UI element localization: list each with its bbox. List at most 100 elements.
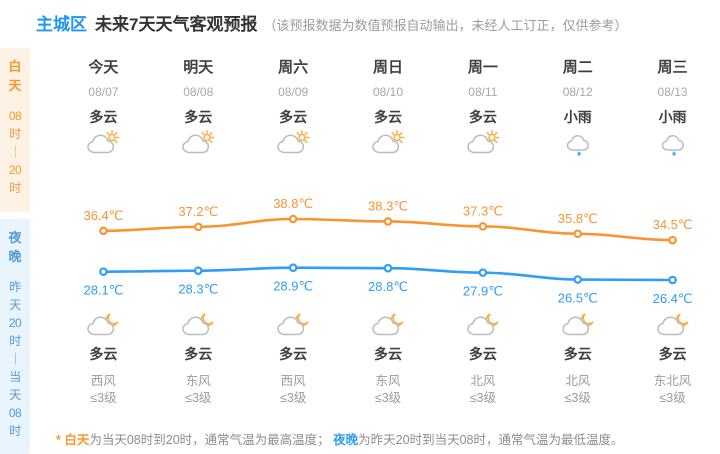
high-temp-label: 37.2℃: [178, 204, 218, 219]
cloud-sun-icon: [182, 130, 215, 154]
footnote-night-label: 夜晚: [333, 433, 359, 447]
cloud-moon-icon: [372, 313, 404, 336]
high-temp-label: 38.8℃: [273, 196, 313, 211]
footnote-night-text: 为昨天20时到当天08时，通常气温为最低温度。: [358, 433, 624, 447]
cloud-moon-icon: [277, 313, 309, 336]
high-temp-label: 37.3℃: [463, 203, 503, 218]
footnote: * 白天为当天08时到20时，通常气温为最高温度； 夜晚为昨天20时到当天08时…: [56, 429, 623, 448]
forecast-column-5: 周二 08/12 小雨: [530, 56, 625, 158]
forecast-column-3: 周日 08/10 多云: [341, 56, 436, 158]
temperature-chart: 36.4℃ 37.2℃ 38.8℃ 38.3℃ 37.3℃ 35.8℃ 34.5℃ 28.1℃…: [83, 196, 693, 306]
temperature-chart-area: 36.4℃ 37.2℃ 38.8℃ 38.3℃ 37.3℃ 35.8℃ 34.5℃ 28.1℃…: [56, 158, 720, 306]
night-weather-text: 多云: [373, 346, 402, 362]
high-temp-label: 38.3℃: [368, 198, 408, 213]
night-weather-text: 多云: [563, 346, 592, 362]
low-temp-label: 27.9℃: [463, 284, 503, 299]
forecast-column-0: 今天 08/07 多云: [56, 56, 151, 158]
cloud-moon-icon: [561, 313, 594, 336]
forecast-column-2: 周六 08/09 多云: [246, 56, 341, 158]
low-temp-label: 28.3℃: [178, 282, 218, 297]
high-temp-label: 35.8℃: [558, 211, 598, 226]
night-weather-text: 多云: [658, 346, 687, 362]
high-temp-point: [99, 226, 108, 236]
low-temp-label: 28.8℃: [368, 279, 408, 294]
footnote-star: *: [56, 433, 65, 447]
wind-level: ≤3级: [90, 391, 117, 405]
wind-level: ≤3级: [469, 391, 496, 405]
wind-level: ≤3级: [564, 391, 591, 405]
wind-direction: 东风: [375, 374, 401, 388]
night-column-5: 多云 北风 ≤3级: [530, 306, 625, 407]
high-temp-point: [573, 229, 583, 239]
night-label: 夜晚: [8, 230, 22, 264]
wind-direction: 北风: [565, 374, 591, 388]
wind-direction: 东风: [185, 374, 211, 388]
low-temp-point: [668, 275, 677, 285]
day-date: 08/08: [183, 85, 214, 99]
daytime-label: 白天: [8, 59, 22, 93]
footnote-day-label: 白天: [64, 433, 90, 447]
low-temp-point: [573, 275, 583, 284]
low-temp-point: [288, 263, 298, 273]
forecast-column-4: 周一 08/11 多云: [435, 56, 530, 158]
high-temp-point: [668, 235, 677, 245]
page-header: 主城区 未来7天天气客观预报 （该预报数据为数值预报自动输出，未经人工订正，仅供…: [36, 10, 627, 35]
day-name: 明天: [183, 59, 214, 76]
high-temp-label: 34.5℃: [653, 217, 693, 232]
cloud-rain-icon: [566, 134, 589, 157]
high-temp-point: [383, 217, 393, 226]
night-column-2: 多云 西风 ≤3级: [246, 306, 341, 407]
cloud-rain-icon: [661, 134, 684, 157]
day-date: 08/12: [562, 85, 593, 99]
wind-level: ≤3级: [185, 391, 212, 405]
day-weather-text: 小雨: [563, 109, 592, 125]
low-temp-label: 26.4℃: [653, 291, 693, 306]
wind-direction: 北风: [470, 374, 496, 388]
day-date: 08/07: [88, 85, 119, 99]
night-column-1: 多云 东风 ≤3级: [151, 306, 246, 407]
daytime-axis-label: 白天 08 时｜ 20 时: [0, 48, 30, 212]
wind-level: ≤3级: [659, 391, 686, 405]
day-date: 08/10: [372, 85, 403, 99]
forecast-column-1: 明天 08/08 多云: [151, 56, 246, 158]
region-selector[interactable]: 主城区: [36, 15, 87, 34]
wind-direction: 东北风: [653, 374, 692, 388]
high-temp-point: [193, 222, 203, 232]
day-weather-text: 多云: [89, 109, 118, 125]
day-weather-text: 多云: [468, 109, 497, 125]
cloud-sun-icon: [467, 130, 500, 154]
night-range: 昨天 20 时｜当天 08 时: [8, 280, 22, 438]
high-temp-point: [478, 222, 488, 231]
cloud-moon-icon: [656, 313, 688, 336]
footnote-day-text: 为当天08时到20时，通常气温为最高温度；: [89, 433, 334, 447]
low-temp-point: [193, 266, 203, 275]
disclaimer-note: （该预报数据为数值预报自动输出，未经人工订正，仅供参考）: [263, 18, 628, 33]
day-weather-text: 多云: [279, 109, 308, 125]
low-temp-point: [478, 268, 488, 277]
cloud-moon-icon: [182, 313, 214, 336]
day-name: 周一: [467, 59, 498, 76]
wind-level: ≤3级: [279, 391, 307, 405]
wind-direction: 西风: [90, 374, 116, 388]
cloud-sun-icon: [87, 130, 120, 154]
forecast-panel: 今天 08/07 多云 明天 08/08 多云 周六 08/09 多云 周日 0…: [56, 56, 720, 407]
wind-level: ≤3级: [374, 391, 402, 405]
night-rows: 多云 西风 ≤3级 多云 东风 ≤3级 多云 西风 ≤3级 多云 东风 ≤3级 …: [56, 306, 720, 407]
cloud-sun-icon: [277, 130, 310, 154]
day-name: 周日: [372, 59, 403, 76]
high-temp-label: 36.4℃: [83, 208, 123, 223]
forecast-column-6: 周三 08/13 小雨: [625, 56, 720, 158]
page-title: 未来7天天气客观预报: [95, 15, 258, 34]
night-column-4: 多云 北风 ≤3级: [435, 306, 530, 407]
wind-direction: 西风: [280, 374, 306, 388]
day-weather-text: 多云: [373, 109, 402, 125]
day-date: 08/11: [468, 85, 498, 99]
low-temp-label: 26.5℃: [558, 291, 598, 306]
day-name: 周六: [278, 59, 309, 76]
high-temp-point: [288, 214, 298, 224]
low-temp-point: [383, 263, 393, 273]
night-weather-text: 多云: [279, 346, 308, 362]
cloud-moon-icon: [467, 313, 499, 336]
day-weather-text: 多云: [184, 109, 213, 125]
night-weather-text: 多云: [89, 346, 118, 362]
